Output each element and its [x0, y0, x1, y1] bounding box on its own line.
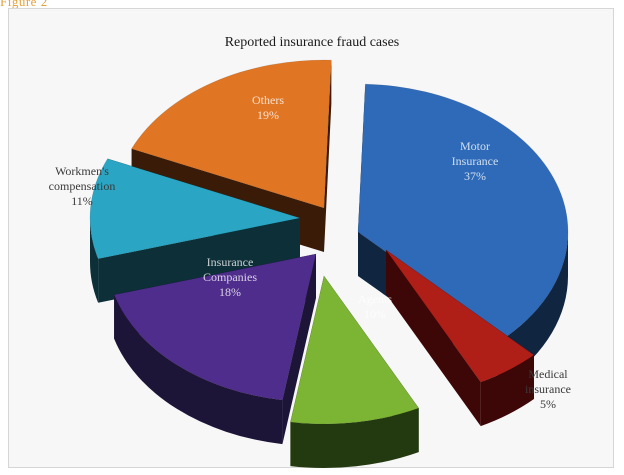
slice-label: Others 19% — [252, 93, 284, 122]
slice-label: Motor Insurance 37% — [452, 139, 499, 183]
chart-title: Reported insurance fraud cases — [225, 35, 400, 50]
figure-caption: Figure 2 — [0, 0, 48, 9]
pie-slice-workmen-s-compensation — [89, 158, 301, 303]
pie-slice-insurance-companies — [113, 253, 317, 445]
slice-label: Insurance Companies 18% — [203, 255, 257, 299]
pie-slice-agents — [290, 275, 420, 468]
slice-label: Medical insurance 5% — [525, 367, 571, 411]
slice-label: Agents 10% — [358, 292, 392, 321]
pie-slice-medical-insurance — [385, 249, 535, 427]
slice-label: Workmen's compensation 11% — [49, 164, 116, 208]
